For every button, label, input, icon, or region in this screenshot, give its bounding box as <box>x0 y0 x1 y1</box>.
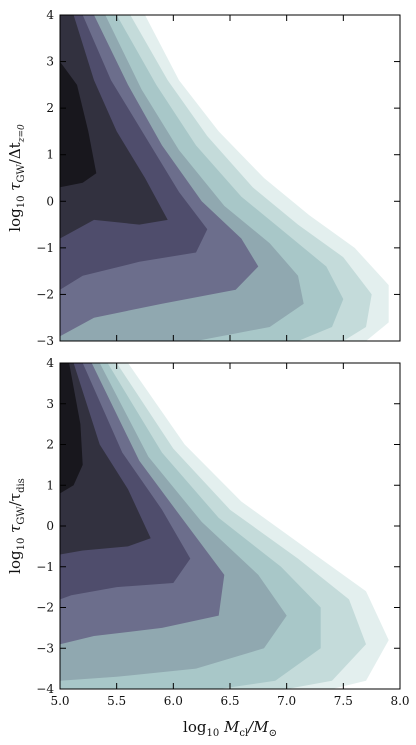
bottom-contour-fills <box>60 363 389 689</box>
bottom-y-tick-label: −3 <box>36 641 54 655</box>
bottom-y-tick-label: 3 <box>46 397 54 411</box>
bottom-y-tick-label: 0 <box>46 519 54 533</box>
bottom-panel: 4 3 2 1 0 −1 −2 −3 −45.0 5.5 6.0 6.5 7.0 7.5 8.0 log10… <box>6 356 410 739</box>
bottom-x-tick-label: 7.5 <box>334 694 353 708</box>
top-ticks: 4 3 2 1 0 −1 −2 −3 <box>36 8 401 348</box>
bottom-y-tick-label: 4 <box>46 356 54 370</box>
bottom-y-tick-label: 1 <box>46 478 54 492</box>
bottom-y-tick-label: −4 <box>36 682 54 696</box>
bottom-x-tick-label: 5.5 <box>107 694 126 708</box>
top-y-tick-label: 2 <box>46 101 54 115</box>
top-contour-fills <box>60 15 389 341</box>
top-contour-level-7 <box>60 15 168 239</box>
bottom-contour-level-7 <box>60 363 151 555</box>
bottom-x-tick-label: 6.5 <box>220 694 239 708</box>
bottom-x-tick-label: 5.0 <box>50 694 69 708</box>
top-y-tick-label: 0 <box>46 194 54 208</box>
bottom-y-tick-label: −1 <box>36 560 54 574</box>
bottom-x-tick-label: 7.0 <box>277 694 296 708</box>
bottom-contour-level-8 <box>60 363 83 494</box>
top-y-tick-label: −2 <box>36 287 54 301</box>
bottom-y-tick-label: −2 <box>36 601 54 615</box>
bottom-y-tick-label: 2 <box>46 438 54 452</box>
x-axis-label: log10 Mcl/M⊙ <box>183 718 277 739</box>
top-y-tick-label: 4 <box>46 8 54 22</box>
top-y-tick-label: 3 <box>46 55 54 69</box>
top-contour-level-6 <box>60 15 208 290</box>
top-y-tick-label: −3 <box>36 334 54 348</box>
top-panel: 4 3 2 1 0 −1 −2 −3 log10 τGW/Δtz=0 <box>6 8 401 348</box>
bottom-y-axis-label: log10 τGW/τdis <box>6 478 27 574</box>
bottom-x-tick-label: 6.0 <box>164 694 183 708</box>
top-y-tick-label: −1 <box>36 241 54 255</box>
bottom-x-tick-label: 8.0 <box>390 694 409 708</box>
top-y-tick-label: 1 <box>46 148 54 162</box>
bottom-ticks: 4 3 2 1 0 −1 −2 −3 −45.0 5.5 6.0 6.5 7.0 7.5 8.0 <box>36 356 409 708</box>
top-y-axis-label: log10 τGW/Δtz=0 <box>6 124 27 232</box>
top-contour-level-8 <box>60 61 97 188</box>
